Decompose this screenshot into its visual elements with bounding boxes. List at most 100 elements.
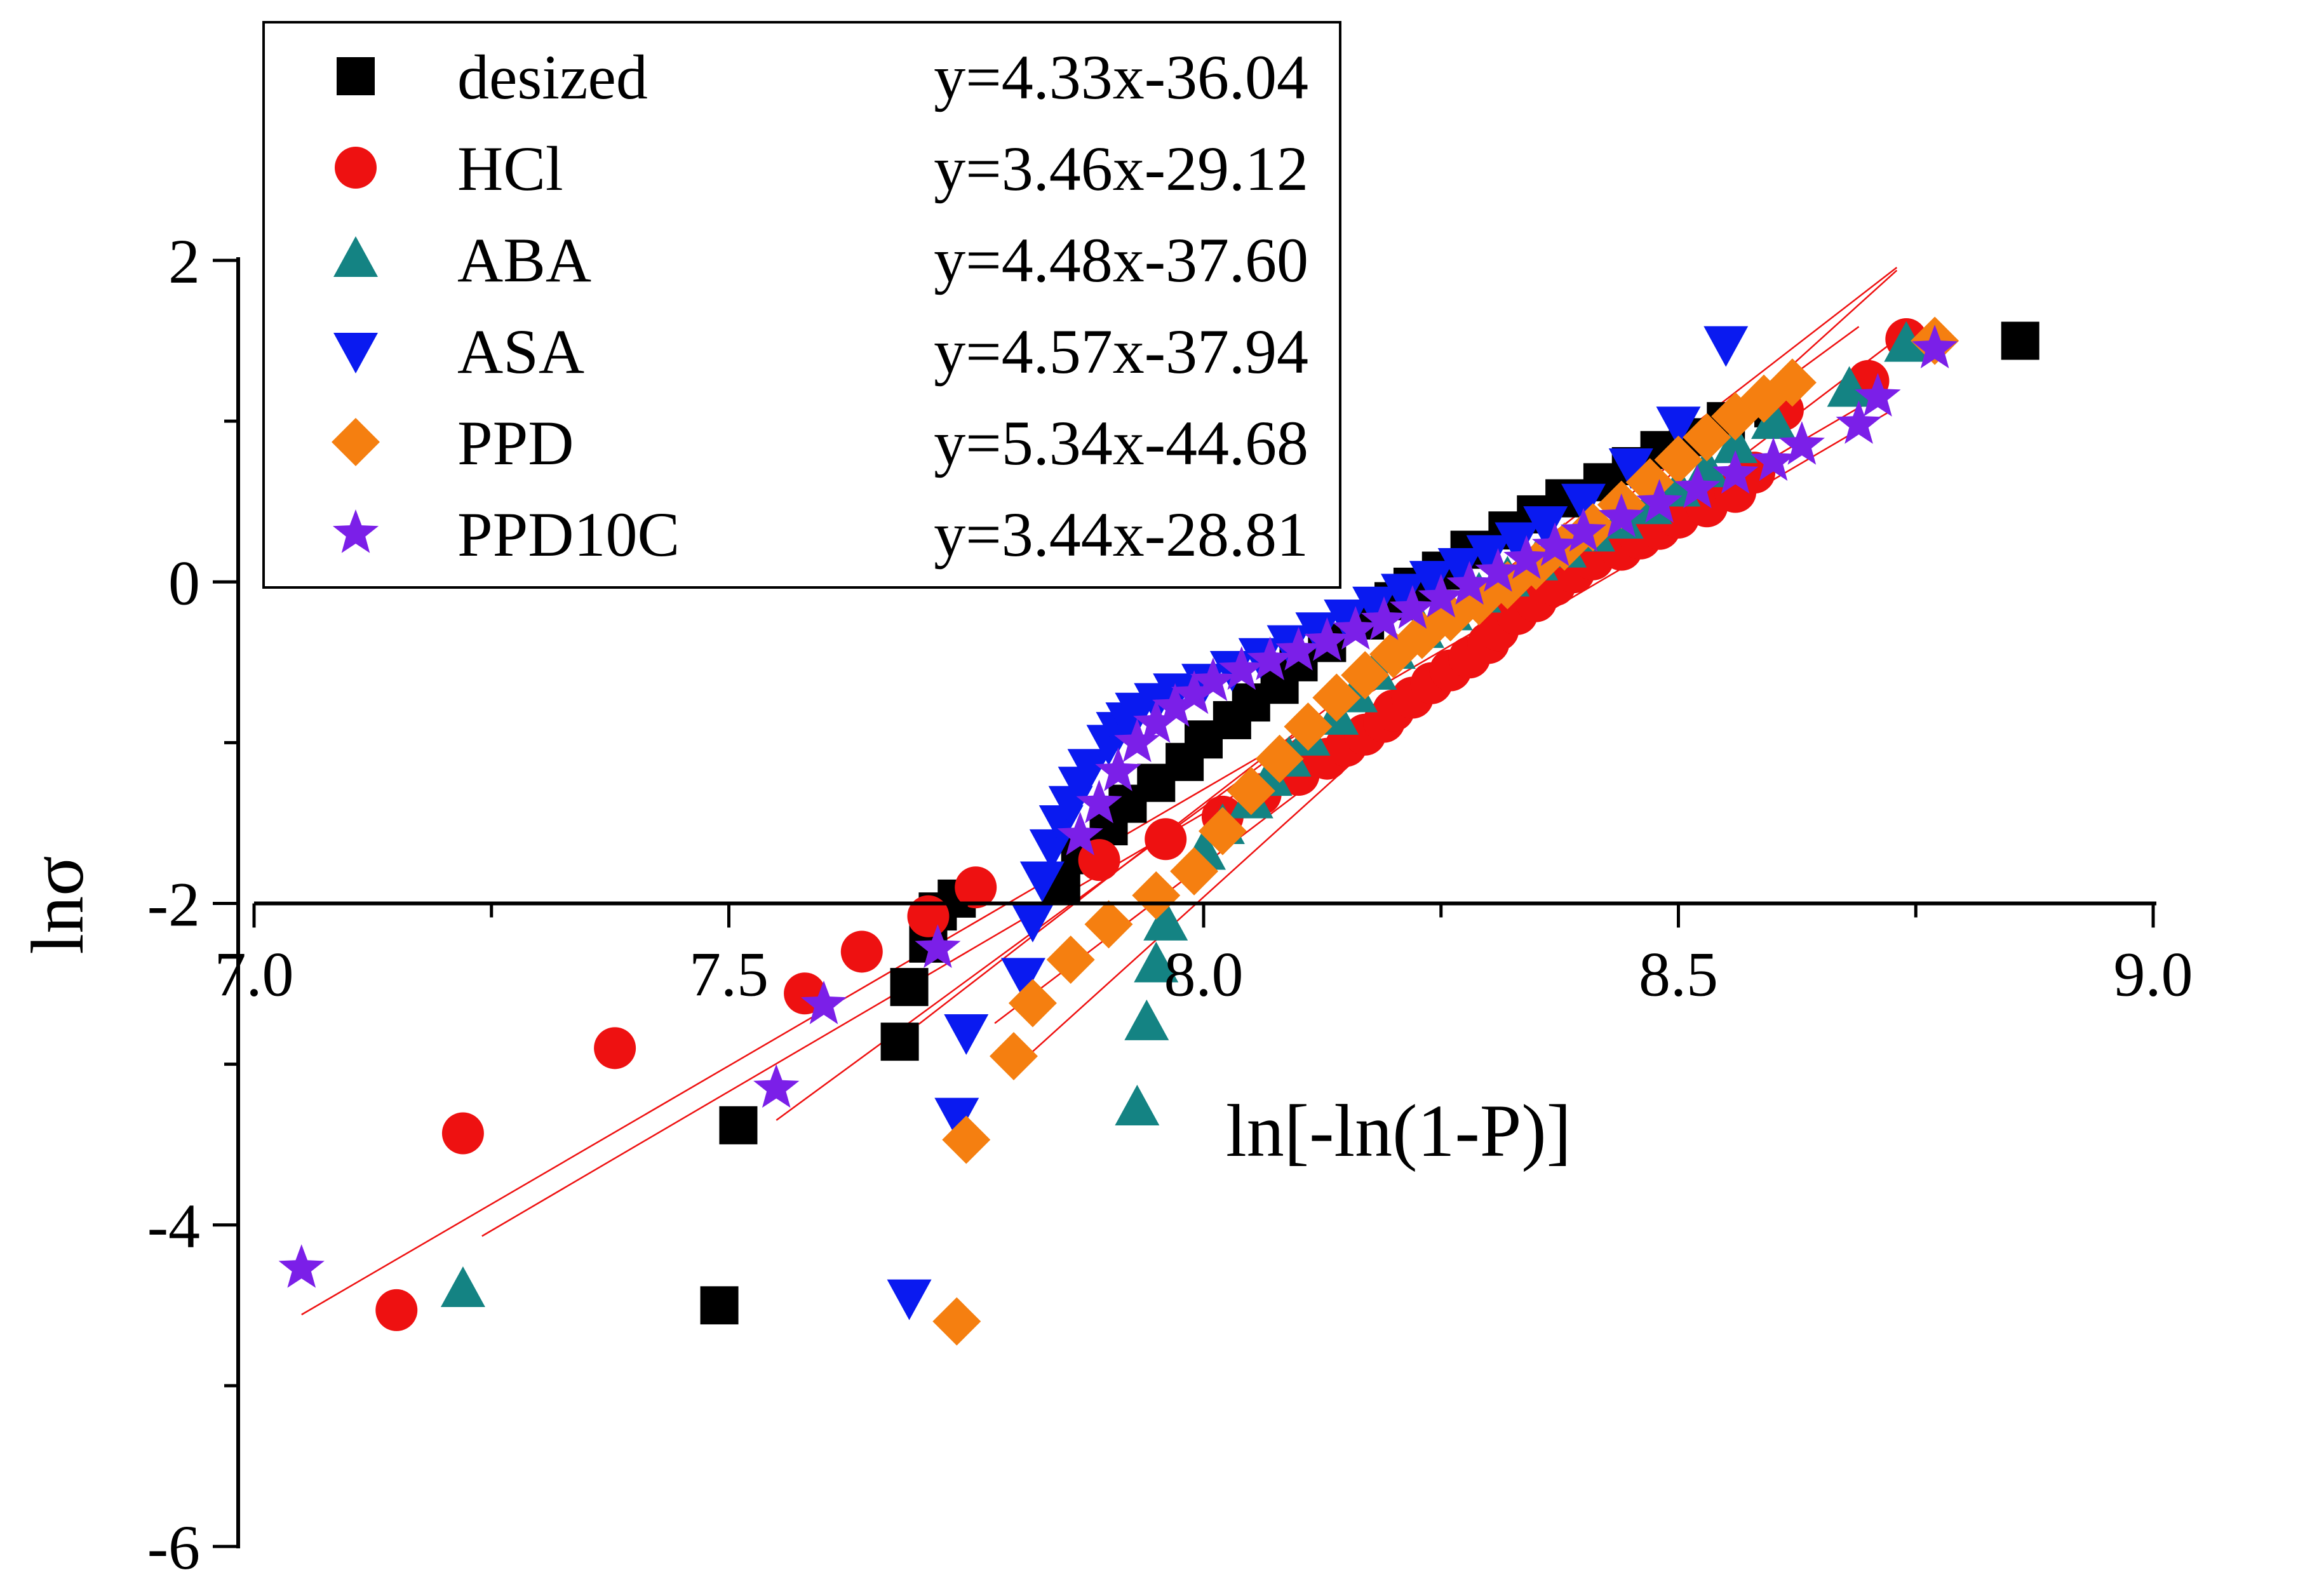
- point-ppd10c: [1218, 646, 1265, 690]
- point-aba: [1751, 398, 1796, 439]
- point-aba: [1713, 422, 1758, 464]
- point-hcl: [441, 1112, 484, 1155]
- point-asa: [1561, 483, 1606, 525]
- point-ppd: [1683, 413, 1731, 462]
- point-ppd10c: [1475, 548, 1521, 592]
- y-tick-label: 2: [168, 226, 200, 297]
- point-ppd: [1341, 651, 1390, 700]
- point-ppd10c: [753, 1064, 800, 1108]
- axes: 7.0 7.5 8.0 8.5 9.0 -6 -4 -2 0 2: [147, 226, 2193, 1583]
- legend-label-ppd10c: PPD10C: [457, 499, 680, 570]
- point-asa: [1019, 861, 1065, 902]
- point-ppd10c: [800, 981, 847, 1024]
- point-ppd: [1046, 935, 1095, 984]
- legend-marker-asa: [333, 333, 378, 373]
- point-aba: [1827, 366, 1872, 407]
- legend-equation-ppd: y=5.34x-44.68: [934, 408, 1308, 478]
- point-ppd: [942, 1115, 991, 1164]
- point-ppd10c: [1418, 573, 1464, 618]
- legend-marker-ppd10c: [332, 509, 379, 553]
- point-asa: [1703, 326, 1749, 367]
- x-axis-title: ln[-ln(1-P)]: [1226, 1089, 1571, 1172]
- point-ppd: [1654, 435, 1703, 484]
- point-aba: [440, 1266, 485, 1307]
- point-ppd10c: [1333, 606, 1379, 650]
- point-desized: [2001, 321, 2039, 360]
- point-ppd10c: [1636, 479, 1683, 523]
- legend-equation-aba: y=4.48x-37.60: [934, 225, 1308, 295]
- point-ppd: [1284, 702, 1333, 751]
- point-hcl: [375, 1289, 418, 1331]
- point-asa: [1324, 599, 1369, 640]
- point-ppd10c: [1057, 812, 1103, 855]
- point-ppd: [990, 1031, 1038, 1080]
- legend-label-asa: ASA: [457, 316, 584, 387]
- point-hcl: [840, 930, 883, 973]
- legend-label-hcl: HCl: [457, 133, 563, 204]
- point-aba: [1134, 941, 1179, 982]
- point-ppd10c: [1389, 585, 1435, 629]
- point-ppd10c: [1560, 507, 1607, 552]
- point-ppd: [1132, 871, 1181, 920]
- legend-label-desized: desized: [457, 42, 648, 112]
- x-tick-label: 8.5: [1639, 939, 1718, 1010]
- point-aba: [1884, 321, 1929, 362]
- legend-marker-desized: [337, 57, 375, 95]
- point-ppd10c: [1912, 325, 1958, 368]
- point-ppd10c: [915, 924, 961, 969]
- point-desized: [890, 968, 929, 1007]
- point-asa: [1466, 535, 1511, 576]
- y-tick-label: -2: [147, 869, 200, 940]
- x-tick-label: 7.5: [689, 939, 769, 1010]
- point-asa: [1523, 506, 1568, 547]
- x-tick-label: 9.0: [2114, 939, 2193, 1010]
- point-ppd10c: [1598, 493, 1644, 537]
- point-ppd10c: [1247, 636, 1293, 680]
- point-ppd: [1008, 979, 1057, 1028]
- point-asa: [1409, 561, 1454, 602]
- point-ppd10c: [1778, 421, 1825, 465]
- point-hcl: [907, 895, 950, 937]
- point-ppd10c: [1750, 437, 1797, 481]
- point-ppd10c: [1076, 779, 1122, 824]
- point-asa: [1608, 448, 1653, 489]
- point-ppd10c: [1532, 522, 1578, 567]
- point-asa: [1000, 958, 1045, 999]
- point-asa: [934, 1097, 979, 1139]
- point-ppd: [1312, 673, 1361, 722]
- point-ppd: [1198, 807, 1247, 855]
- legend-equation-asa: y=4.57x-37.94: [934, 316, 1308, 387]
- point-desized: [880, 1023, 919, 1061]
- point-ppd: [932, 1297, 981, 1346]
- y-tick-label: -6: [147, 1512, 200, 1583]
- point-desized: [700, 1286, 739, 1325]
- legend-box: [262, 21, 1341, 589]
- point-ppd10c: [1114, 718, 1160, 763]
- point-asa: [1010, 901, 1055, 942]
- point-ppd: [1084, 900, 1133, 949]
- point-asa: [944, 1014, 989, 1055]
- y-axis-title: lnσ: [16, 855, 99, 954]
- point-aba: [1143, 899, 1188, 941]
- legend: desized y=4.33x-36.04 HCl y=3.46x-29.12 ABA y…: [262, 21, 1341, 589]
- point-ppd10c: [1152, 683, 1199, 727]
- point-hcl: [955, 866, 997, 909]
- legend-marker-ppd: [332, 418, 380, 466]
- data-markers: [278, 316, 2039, 1346]
- point-ppd10c: [1855, 373, 1901, 417]
- point-ppd10c: [1133, 699, 1179, 743]
- point-hcl: [594, 1027, 636, 1070]
- point-asa: [1495, 522, 1540, 563]
- point-asa: [1352, 586, 1397, 627]
- y-tick-label: -4: [147, 1191, 200, 1261]
- legend-equation-ppd10c: y=3.44x-28.81: [934, 499, 1308, 570]
- point-ppd10c: [1836, 400, 1882, 444]
- x-tick-label: 8.0: [1164, 939, 1244, 1010]
- point-ppd10c: [1712, 450, 1759, 494]
- point-asa: [1067, 749, 1112, 790]
- point-asa: [1437, 547, 1482, 589]
- legend-label-ppd: PPD: [457, 408, 574, 478]
- legend-marker-hcl: [335, 147, 377, 189]
- point-ppd10c: [1190, 657, 1237, 701]
